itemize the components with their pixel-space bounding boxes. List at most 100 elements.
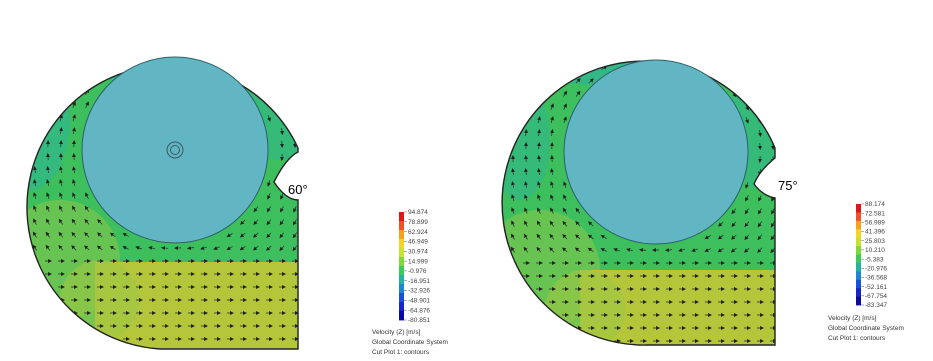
legend-tick-label: 72.581 bbox=[865, 210, 885, 217]
flow-arrow bbox=[717, 248, 724, 253]
flow-arrow bbox=[511, 64, 515, 71]
flow-arrow bbox=[149, 14, 155, 15]
flow-arrow bbox=[149, 39, 155, 40]
flow-arrow bbox=[771, 182, 775, 189]
flow-arrow bbox=[510, 246, 515, 253]
legend-tick-label: -80.851 bbox=[408, 317, 430, 324]
flow-arrow bbox=[550, 40, 554, 44]
flow-arrow bbox=[524, 194, 528, 201]
flow-arrow bbox=[511, 233, 515, 240]
flow-arrow bbox=[745, 182, 749, 189]
flow-arrow bbox=[280, 102, 284, 109]
flow-arrow bbox=[136, 52, 142, 54]
flow-arrow bbox=[46, 65, 51, 69]
flow-arrow bbox=[563, 90, 568, 97]
flow-arrow bbox=[601, 15, 607, 17]
flow-arrow bbox=[280, 51, 284, 55]
legend-tick-label: 30.974 bbox=[408, 248, 428, 255]
colorbar-75 bbox=[856, 204, 861, 306]
flow-arrow bbox=[72, 51, 76, 55]
flow-arrow bbox=[511, 220, 515, 227]
flow-arrow bbox=[33, 166, 37, 174]
flow-arrow bbox=[691, 248, 698, 252]
flow-arrow bbox=[524, 181, 528, 188]
flow-arrow bbox=[266, 219, 272, 226]
flow-arrow bbox=[71, 65, 77, 69]
flow-arrow bbox=[718, 221, 724, 227]
flow-arrow bbox=[46, 179, 50, 186]
flow-arrow bbox=[85, 12, 90, 15]
flow-arrow bbox=[745, 91, 750, 98]
flow-arrow bbox=[679, 41, 685, 42]
flow-arrow bbox=[280, 38, 284, 42]
flow-arrow bbox=[523, 233, 528, 240]
flow-arrow bbox=[524, 14, 528, 18]
flow-arrow bbox=[33, 218, 37, 225]
flow-arrow bbox=[511, 77, 515, 84]
flow-arrow bbox=[123, 26, 129, 28]
legend-caption-quantity-60: Velocity (Z) [m/s] bbox=[372, 329, 421, 336]
impeller-disk-75 bbox=[563, 59, 749, 245]
flow-arrow bbox=[550, 116, 554, 124]
colorbar-segment bbox=[399, 221, 404, 231]
flow-arrow bbox=[72, 25, 77, 29]
colorbar-segment bbox=[399, 293, 404, 303]
flow-arrow bbox=[59, 88, 63, 95]
flow-arrow bbox=[771, 91, 775, 98]
flow-arrow bbox=[97, 232, 103, 238]
flow-arrow bbox=[499, 65, 502, 70]
flow-arrow bbox=[59, 12, 64, 16]
flow-arrow bbox=[21, 63, 24, 68]
flow-arrow bbox=[187, 246, 195, 250]
flow-arrow bbox=[71, 218, 76, 225]
flow-arrow bbox=[563, 14, 568, 17]
flow-arrow bbox=[575, 65, 581, 71]
flow-arrow bbox=[511, 103, 515, 111]
flow-arrow bbox=[640, 16, 646, 17]
flow-arrow bbox=[692, 41, 698, 43]
flow-arrow bbox=[21, 180, 22, 186]
flow-arrow bbox=[717, 234, 724, 240]
flow-arrow bbox=[744, 247, 750, 253]
colorbar-segment bbox=[399, 311, 404, 321]
flow-arrow bbox=[626, 248, 633, 252]
flow-arrow bbox=[227, 26, 232, 28]
flow-arrow bbox=[562, 247, 568, 253]
flow-arrow bbox=[536, 233, 542, 240]
flow-arrow bbox=[757, 234, 763, 241]
flow-arrow bbox=[524, 90, 528, 97]
volute-panel-60: 60° bbox=[20, 12, 308, 350]
flow-arrow bbox=[21, 89, 23, 95]
flow-arrow bbox=[72, 205, 76, 212]
flow-arrow bbox=[678, 248, 685, 252]
flow-arrow bbox=[588, 15, 593, 18]
flow-arrow bbox=[498, 248, 501, 253]
legend-tick-label: 62.924 bbox=[408, 229, 428, 236]
legend-ticks-60: 94.874 78.899 62.924 46.949 30.974 14.999 -0.9… bbox=[404, 209, 430, 324]
flow-arrow bbox=[562, 234, 568, 240]
flow-arrow bbox=[537, 181, 541, 188]
flow-arrow bbox=[59, 75, 64, 82]
flow-arrow bbox=[279, 232, 285, 239]
flow-arrow bbox=[524, 27, 528, 31]
flow-arrow bbox=[758, 78, 763, 85]
flow-arrow bbox=[20, 51, 23, 56]
colorbar-segment bbox=[856, 237, 861, 247]
flow-arrow bbox=[161, 246, 169, 250]
flow-arrow bbox=[588, 78, 594, 84]
flow-arrow bbox=[84, 205, 89, 212]
volute-outline-75 bbox=[501, 60, 776, 346]
flow-arrow bbox=[59, 101, 63, 108]
flow-arrow bbox=[745, 117, 749, 124]
flow-arrow bbox=[575, 78, 581, 84]
flow-arrow bbox=[33, 88, 37, 95]
flow-arrow bbox=[550, 168, 554, 175]
flow-arrow bbox=[758, 104, 762, 111]
flow-arrow bbox=[588, 221, 594, 227]
flow-arrow bbox=[136, 39, 142, 41]
flow-arrow bbox=[705, 41, 710, 44]
flow-arrow bbox=[226, 246, 233, 250]
flow-arrow bbox=[46, 192, 50, 199]
flow-arrow bbox=[85, 25, 90, 28]
flow-arrow bbox=[97, 25, 102, 28]
